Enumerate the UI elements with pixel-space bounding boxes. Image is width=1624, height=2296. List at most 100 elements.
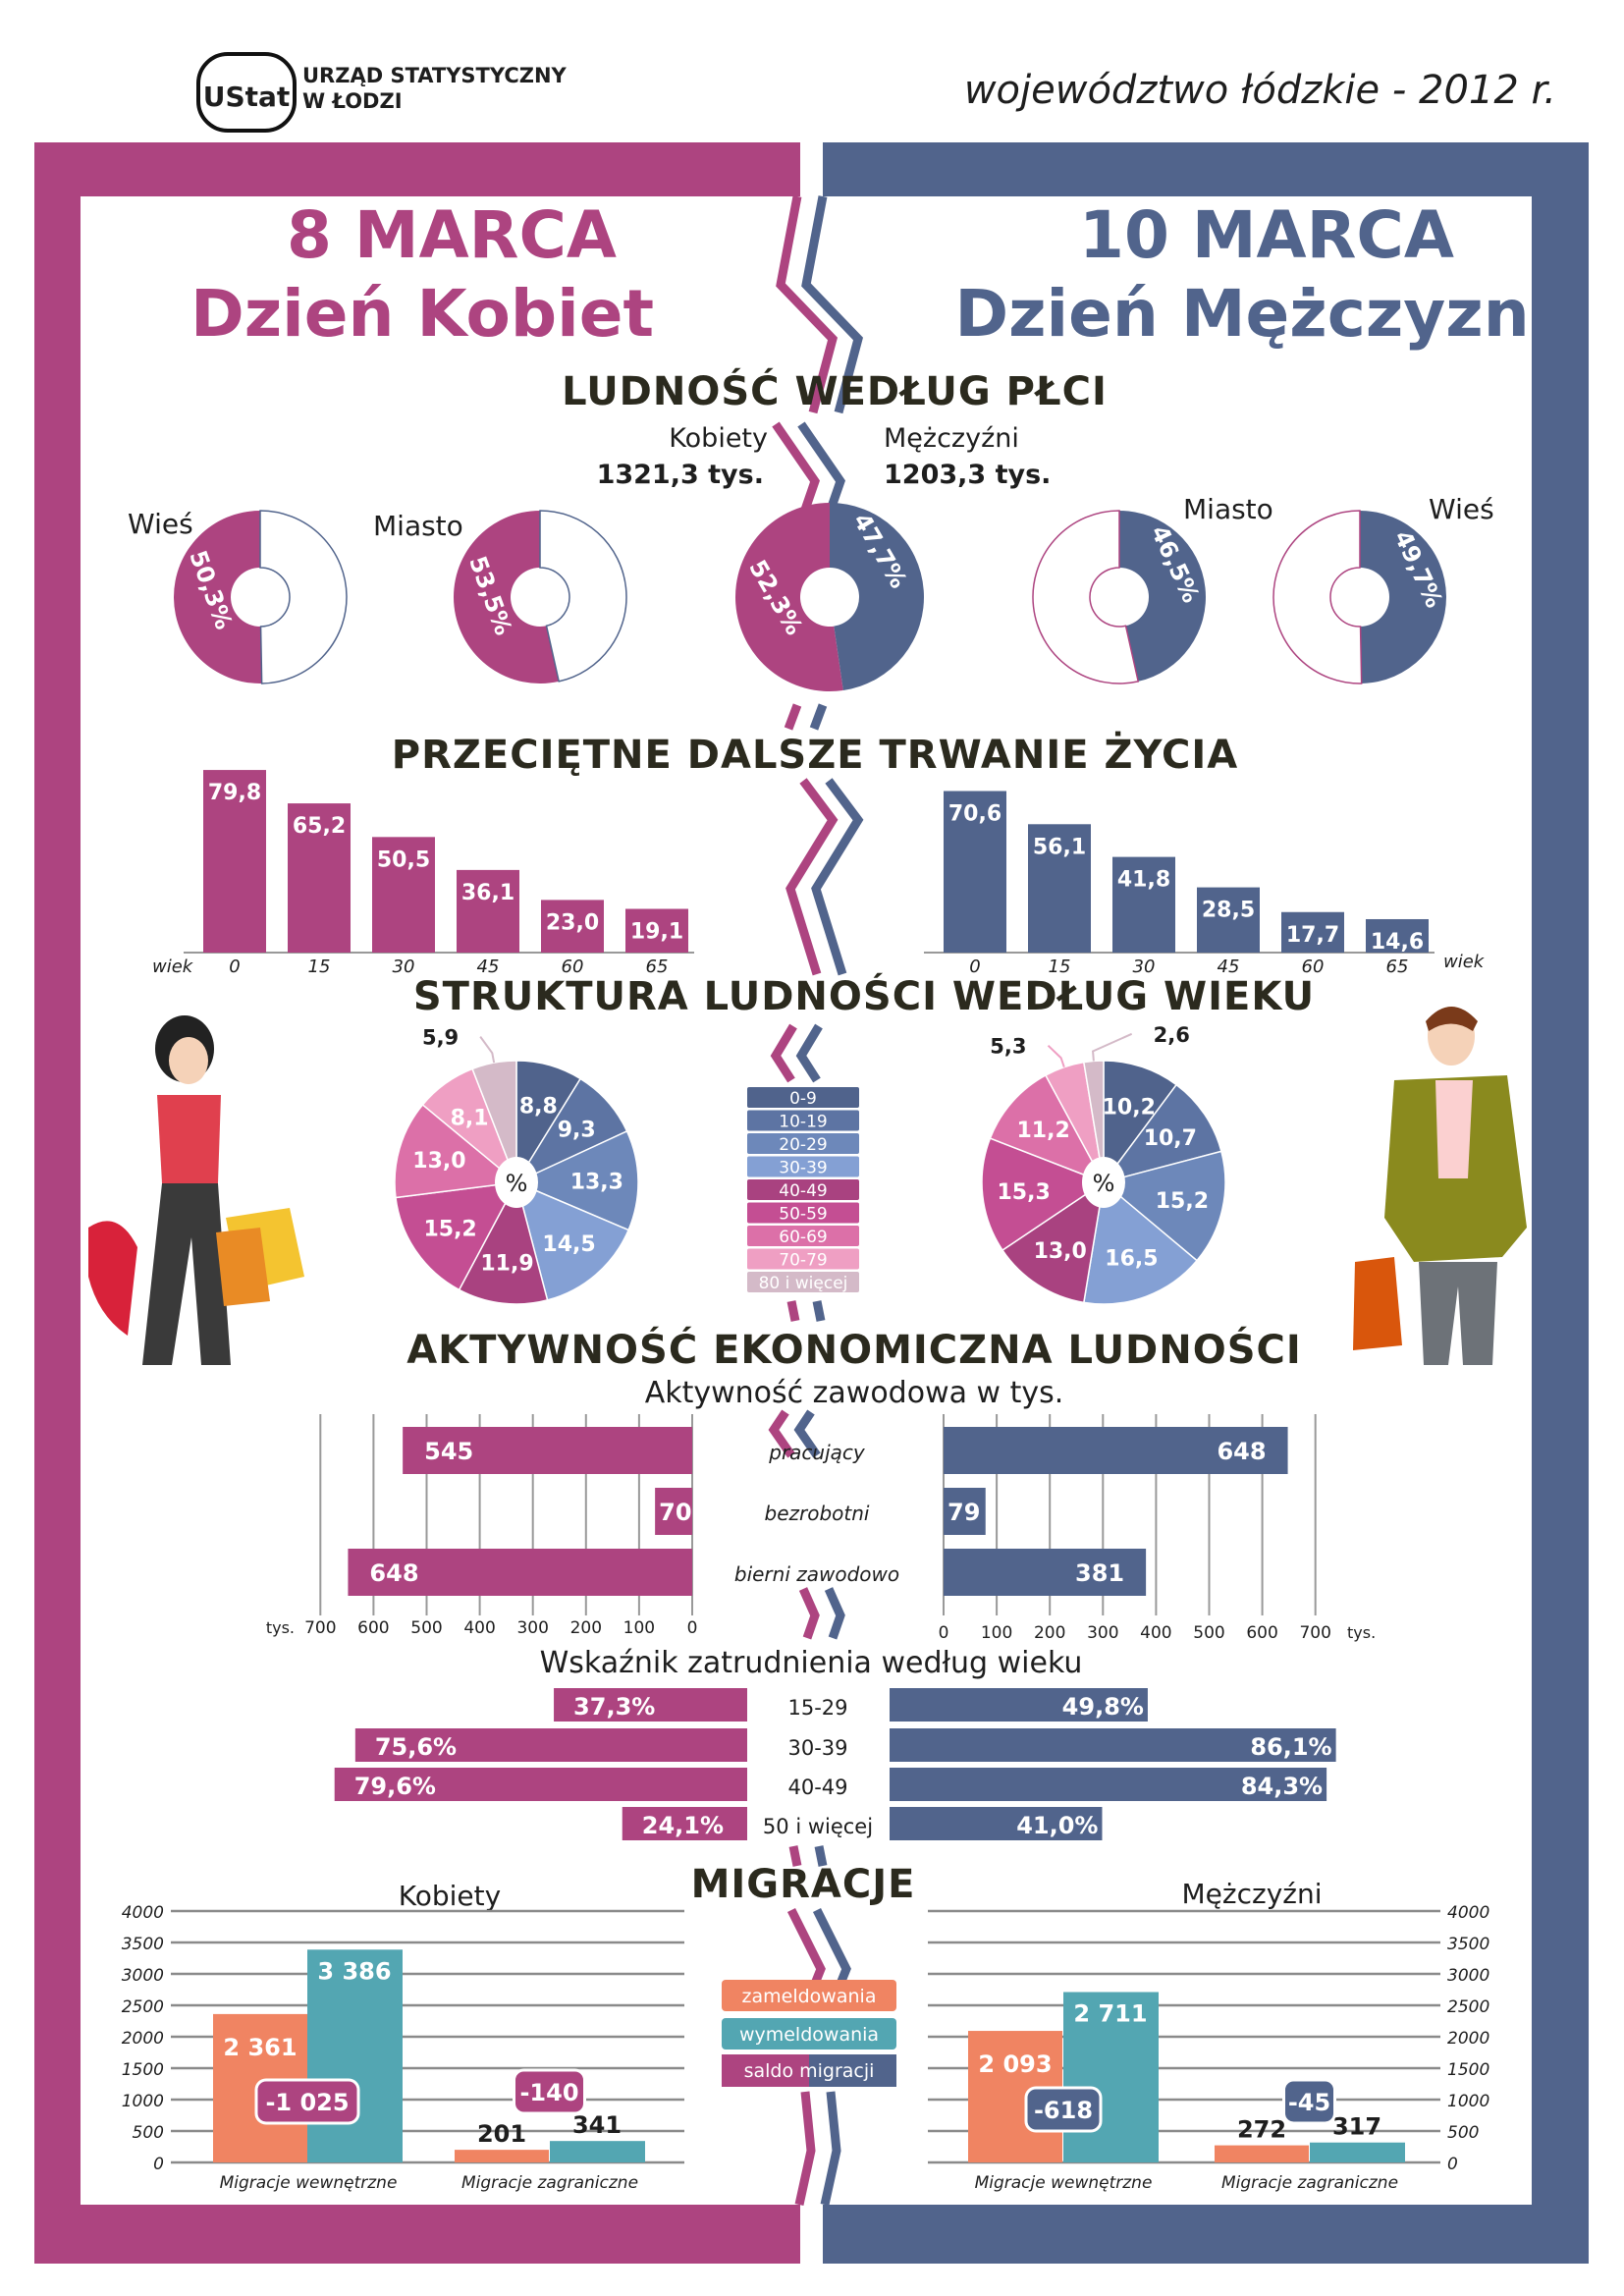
migration-y-tick-men: 2500 [1447,1997,1489,2017]
migration-bar-deregistrations [307,1949,403,2162]
activity-tick-women: 100 [623,1618,655,1638]
activity-bar-women [403,1427,692,1474]
life-bar-men [1112,856,1175,953]
employment-bar-women [334,1768,747,1801]
employment-bar-men [890,1728,1336,1762]
life-age-tick: 0 [229,957,240,977]
pie-label: 16,5 [1105,1247,1158,1272]
life-bar-women [372,837,435,953]
pie-center-label: % [1093,1170,1115,1197]
activity-bar-label-men: 79 [947,1499,980,1526]
zigzag-men-line [795,1023,823,1083]
life-age-tick: 30 [393,957,415,977]
logo: UStat [196,52,297,133]
region-year: województwo łódzkie - 2012 r. [964,68,1556,113]
migration-category-label: Migracje zagraniczne [461,2173,638,2193]
migration-balance-label: -140 [519,2079,578,2106]
donut-label: Miasto [1183,493,1273,525]
age-legend-swatch [747,1202,859,1224]
activity-tick-women: 200 [570,1618,602,1638]
employment-rate-chart: 37,3% 49,8% 15-29 75,6% 86,1% 30-39 79,6% 84,3%… [334,1688,1336,1840]
zigzag-men-line [809,703,828,731]
donut-women-slice [174,511,262,683]
migration-charts: 0 0 500 500 1000 1000 1500 1500 2000 2000 2500 2500… [122,1903,1490,2193]
age-legend-label: 30-39 [779,1159,827,1178]
life-bar-men [1281,911,1344,953]
zigzag-men-line [793,1409,821,1458]
pie-slice-men [989,1073,1106,1184]
age-legend-swatch [747,1272,859,1292]
pie-slice-women [395,1181,518,1291]
activity-category-label: pracujący [768,1441,866,1464]
life-expectancy-title: PRZECIĘTNE DALSZE TRWANIE ŻYCIA [392,731,1238,778]
logo-mark: UStat [203,81,291,113]
activity-tick-men: 0 [939,1623,949,1643]
donut-rest-slice [539,510,627,683]
activity-category-label: bierni zawodowo [734,1562,899,1586]
activity-bar-men [944,1488,986,1535]
donut-women-slice [735,503,843,691]
men-total-label: Mężczyźni [884,423,1019,454]
migration-category-label: Migracje wewnętrzne [975,2173,1153,2193]
activity-bar-women [348,1549,692,1596]
migration-y-tick-men: 0 [1447,2155,1458,2174]
life-bar-label: 14,6 [1371,930,1424,955]
life-age-tick: 0 [969,957,980,977]
activity-category-label: bezrobotni [765,1502,870,1525]
activity-tick-women: 300 [516,1618,548,1638]
life-bar-label: 28,5 [1202,899,1255,923]
life-bar-label: 41,8 [1117,868,1170,893]
employment-label-women: 75,6% [375,1733,457,1761]
activity-chart: 0 0 100 100 200 200 300 300 400 400 500 500 600 600 70… [266,1414,1376,1643]
pie-slice-women [458,1179,549,1305]
age-legend-label: 70-79 [779,1251,827,1271]
zigzag-men-line [812,1300,826,1322]
donut-men-slice [1360,511,1447,683]
migration-deregistrations-label: 317 [1332,2113,1381,2141]
pie-label: 11,9 [480,1251,533,1276]
donut-men-slice [830,503,925,690]
life-bar-label: 36,1 [461,881,514,905]
employment-label-men: 84,3% [1241,1773,1323,1800]
migration-legend-label: saldo migracji [744,2060,875,2082]
woman-illustration [88,1015,304,1365]
life-bar-label: 56,1 [1033,835,1086,859]
life-bar-women [541,900,604,953]
migration-y-tick-women: 1500 [122,2060,164,2080]
pie-label: 9,3 [558,1119,596,1143]
life-axis-label-men: wiek [1443,952,1486,972]
men-date: 10 MARCA [1079,197,1454,273]
activity-tick-women: 700 [304,1618,336,1638]
activity-tick-men: 100 [981,1623,1012,1643]
men-day-title: Dzień Mężczyzn [954,276,1529,352]
life-bar-label: 70,6 [948,802,1001,827]
zigzag-women-line [785,778,839,976]
migration-legend-swatch [722,2018,896,2050]
donut-men-slice [1119,511,1207,682]
life-bar-label: 50,5 [377,847,430,872]
life-age-tick: 60 [562,957,584,977]
migration-y-tick-women: 3000 [122,1966,164,1986]
pie-slice-women [514,1180,630,1301]
life-age-tick: 45 [477,957,500,977]
pie-label: 14,5 [542,1232,595,1257]
employment-bar-women [354,1728,747,1762]
activity-tick-men: 200 [1034,1623,1065,1643]
men-total-value: 1203,3 tys. [884,460,1051,490]
org-name-line1: URZĄD STATYSTYCZNY [302,64,568,87]
activity-tick-men: 400 [1140,1623,1171,1643]
activity-bar-label-men: 648 [1217,1438,1266,1465]
women-total-label: Kobiety [669,423,768,454]
migration-y-tick-women: 2000 [122,2029,164,2049]
economic-activity-title: AKTYWNOŚĆ EKONOMICZNA LUDNOŚCI [406,1326,1302,1373]
life-bar-women [625,908,688,953]
migration-women-title: Kobiety [399,1880,501,1912]
pie-label: 5,9 [422,1026,459,1050]
employment-label-men: 49,8% [1062,1693,1144,1721]
age-structure-title: STRUKTURA LUDNOŚCI WEDŁUG WIEKU [413,972,1315,1019]
life-bar-label: 65,2 [293,814,346,839]
life-bar-women [457,869,519,953]
employment-bar-men [890,1807,1103,1840]
activity-bar-label-women: 70 [659,1499,691,1526]
migration-bar-registrations [1215,2145,1309,2162]
